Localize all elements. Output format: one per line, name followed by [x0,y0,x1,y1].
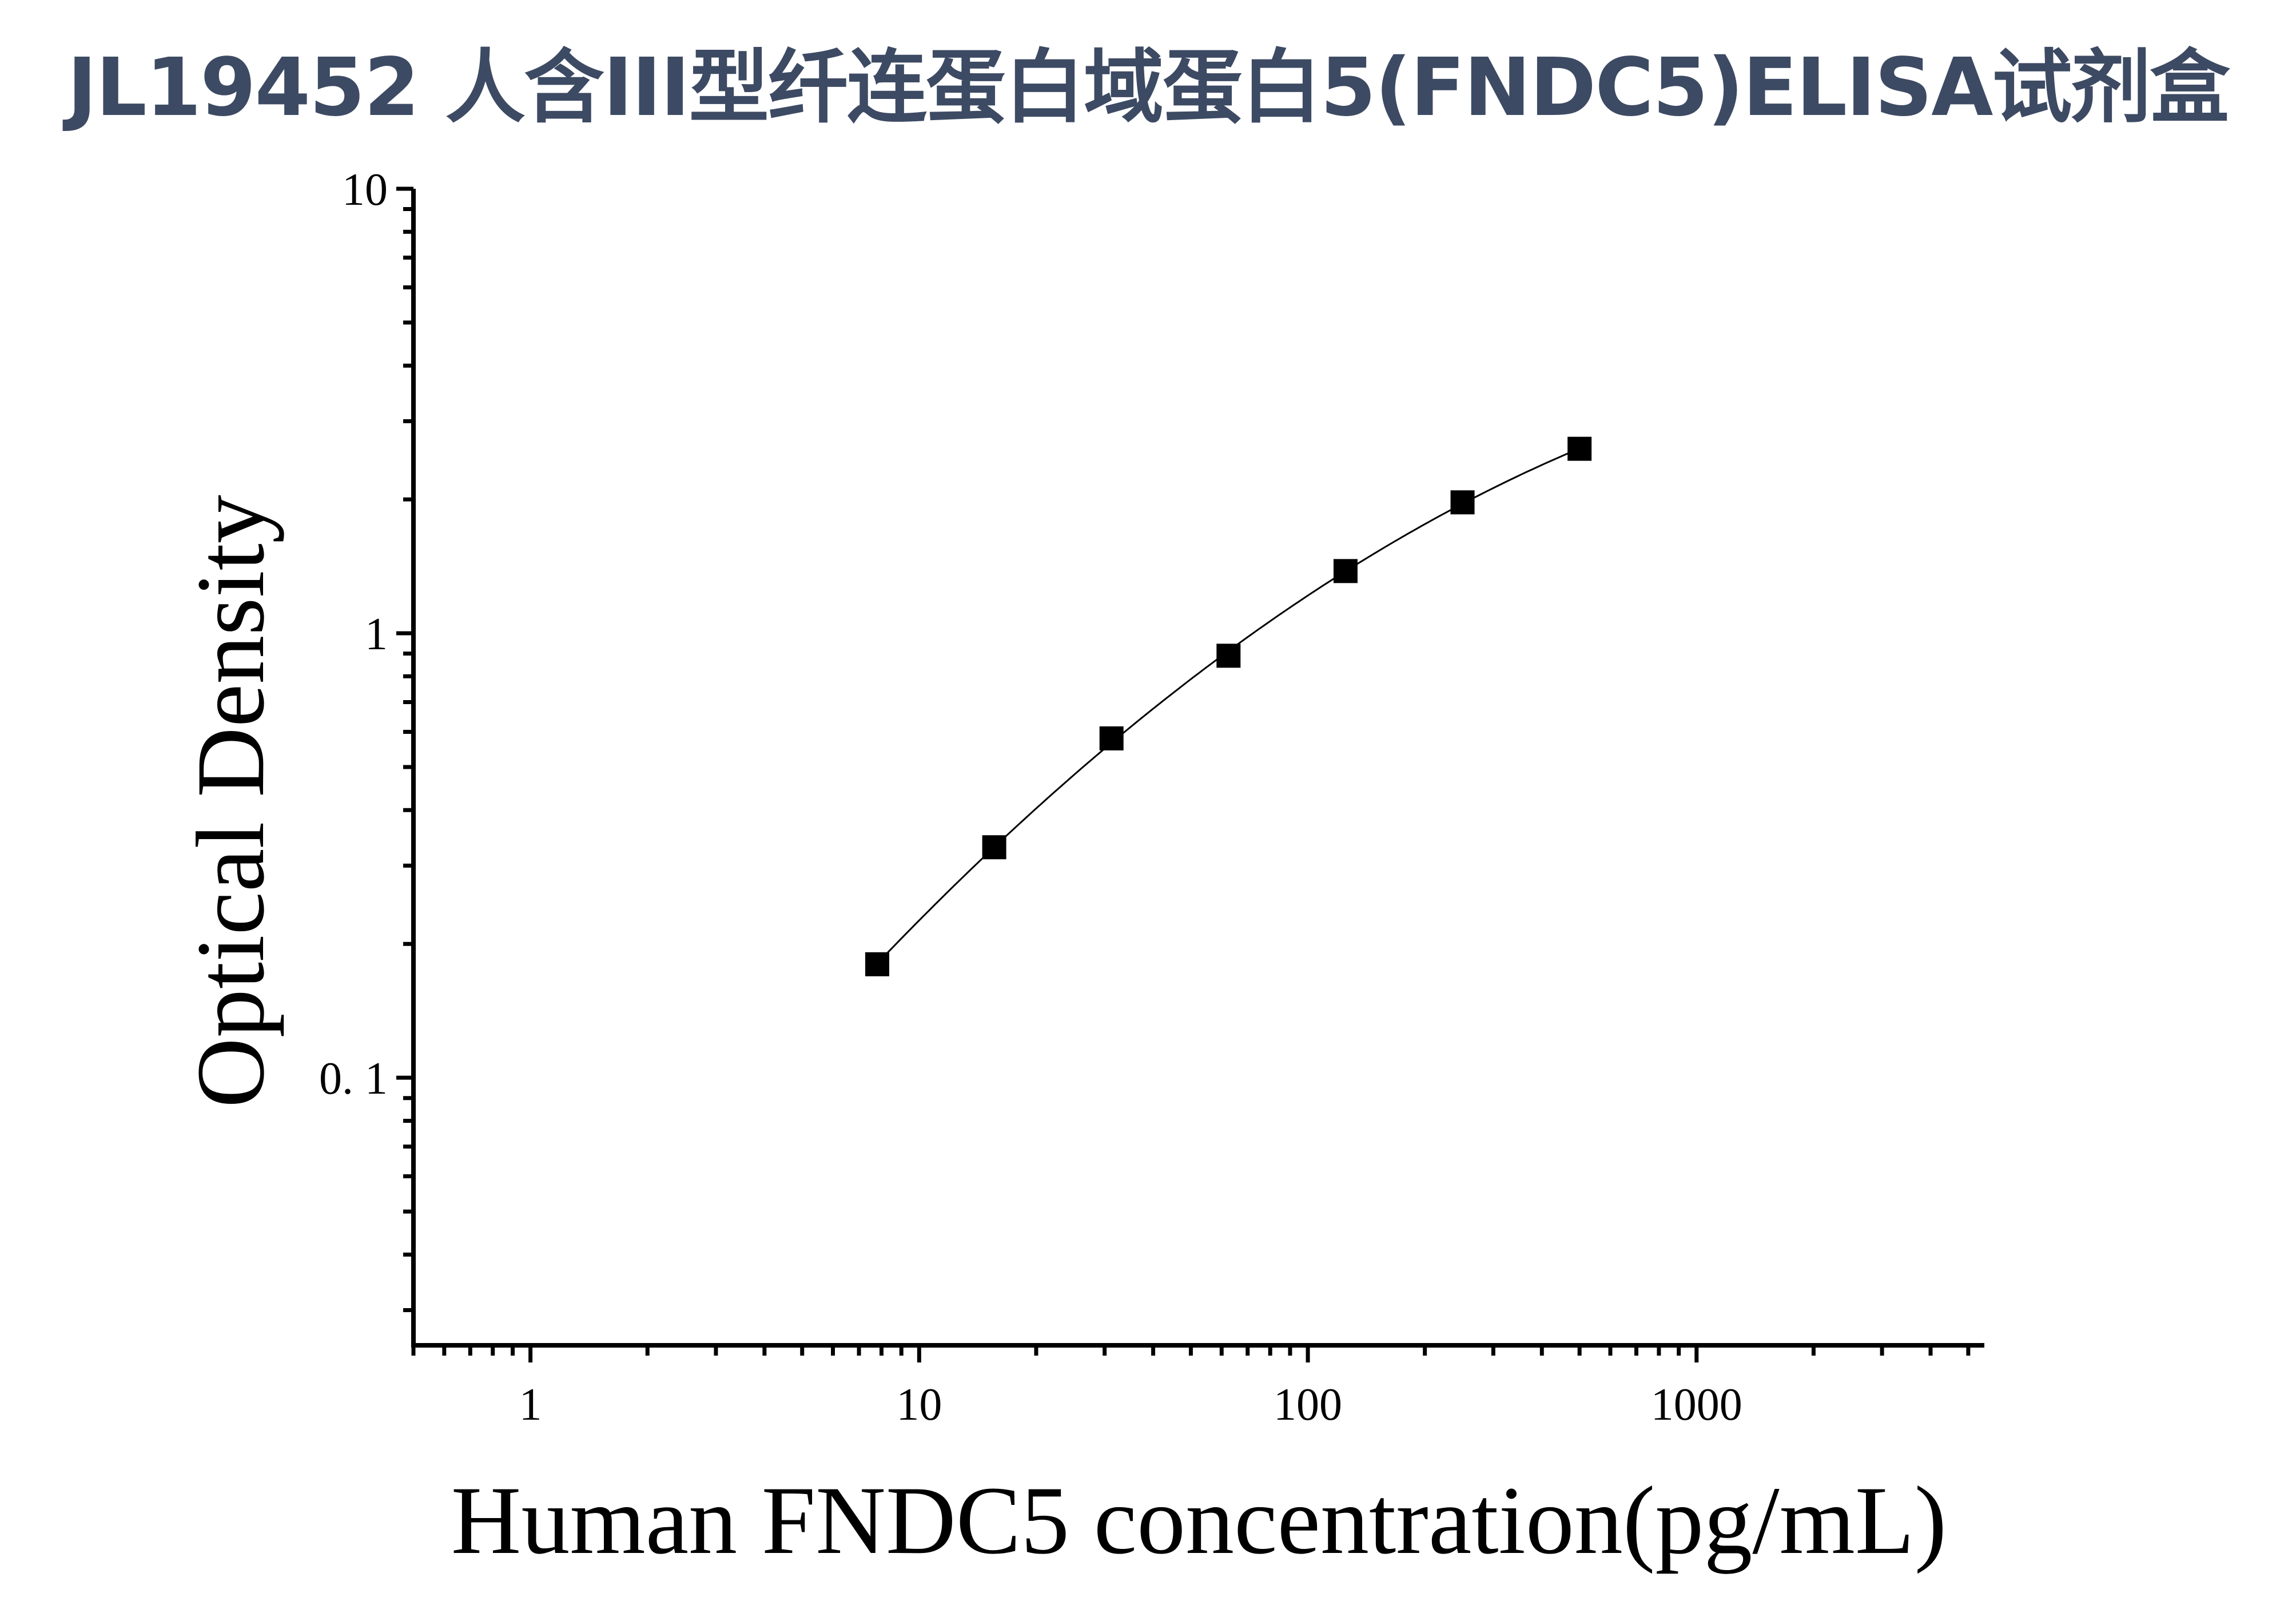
chart-title: JL19452 人含III型纤连蛋白域蛋白5(FNDC5)ELISA试剂盒 [67,41,2230,134]
axes: 1 10 100 1000 0. 1 1 10 [319,165,1984,1430]
data-point [1216,643,1241,668]
data-point [1450,490,1475,515]
data-point [1567,436,1592,461]
data-point [1099,726,1124,750]
data-point [865,952,889,976]
fit-curve [876,447,1580,964]
data-point [982,835,1006,860]
y-tick-label: 1 [365,609,388,660]
y-axis-title: Optical Density [177,495,284,1108]
fit-curve-group [876,447,1580,964]
y-tick-label: 0. 1 [319,1054,388,1104]
x-tick-label: 10 [896,1380,942,1430]
x-tick-label: 1 [519,1380,542,1430]
data-point [1333,559,1358,583]
x-tick-label: 100 [1274,1380,1342,1430]
x-axis-title: Human FNDC5 concentration(pg/mL) [451,1467,1947,1574]
data-points [865,436,1592,976]
x-tick-label: 1000 [1651,1380,1742,1430]
y-tick-label: 10 [342,165,388,215]
